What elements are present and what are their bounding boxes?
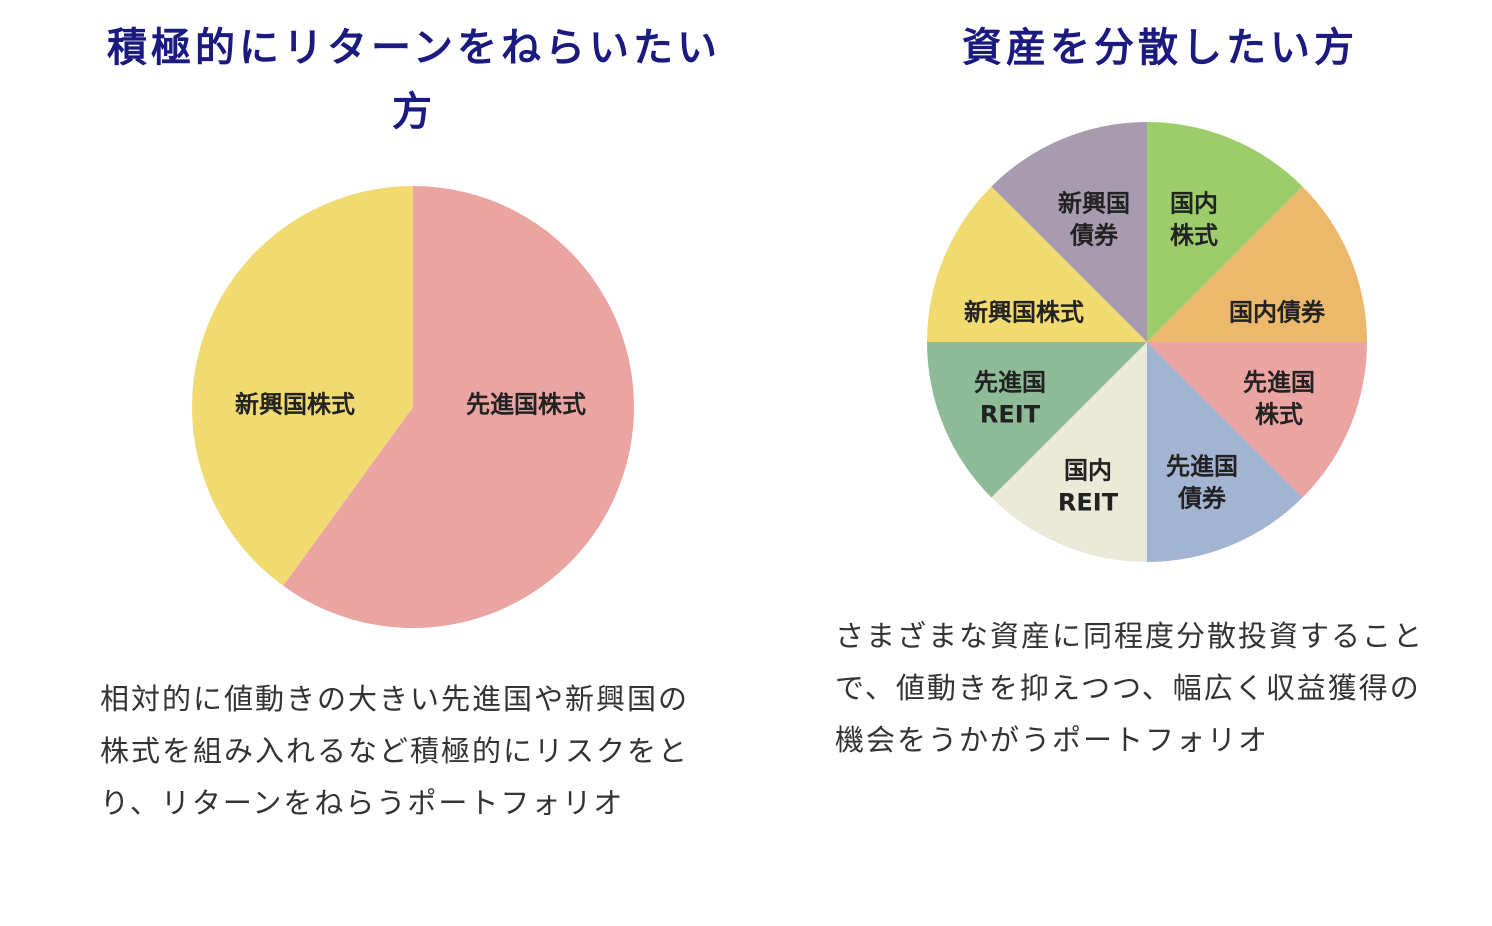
pie-slice: [927, 342, 1147, 498]
pie-slice-label: 新興国株式: [964, 298, 1084, 326]
pie-slice: [283, 186, 635, 628]
pie-slice-label: 国内株式: [1170, 189, 1218, 249]
pie-slice-label: 国内 REIT: [1058, 456, 1119, 516]
pie-slice-label: 国内債券: [1229, 298, 1326, 326]
pie-slice: [1147, 342, 1303, 562]
pie-slice: [192, 186, 413, 586]
pie-slice: [1147, 342, 1367, 498]
pie-slice-label: 先進国 REIT: [974, 368, 1046, 428]
pie-slice-label: 先進国株式: [466, 390, 586, 418]
pie-slice-label: 新興国株式: [235, 390, 355, 418]
diversified-portfolio-panel: 資産を分散したい方 国内株式国内債券先進国株式 先進国債券 国内 REIT 先進国 REI…: [830, 0, 1492, 926]
aggressive-portfolio-description: 相対的に値動きの大きい先進国や新興国の株式を組み入れるなど積極的にリスクをとり、…: [100, 682, 690, 820]
aggressive-portfolio-title: 積極的にリターンをねらいたい方: [107, 25, 721, 135]
pie-slice: [1147, 186, 1367, 342]
pie-slice: [991, 342, 1147, 562]
pie-slice-label: 先進国株式: [1243, 368, 1315, 428]
pie-slice: [1147, 122, 1303, 342]
pie-slice-label: 先進国債券: [1166, 452, 1238, 512]
diversified-portfolio-description: さまざまな資産に同程度分散投資することで、値動きを抑えつつ、幅広く収益獲得の機会…: [835, 619, 1425, 757]
aggressive-portfolio-pie-chart: 先進国株式 新興国株式: [192, 186, 635, 628]
pie-slice: [991, 122, 1147, 342]
pie-slice: [927, 186, 1147, 342]
pie-slice-label: 新興国債券: [1058, 189, 1130, 249]
diversified-portfolio-title: 資産を分散したい方: [962, 25, 1358, 71]
aggressive-portfolio-panel: 積極的にリターンをねらいたい方 先進国株式 新興国株式 相対的に値動きの大きい先進…: [100, 25, 721, 820]
